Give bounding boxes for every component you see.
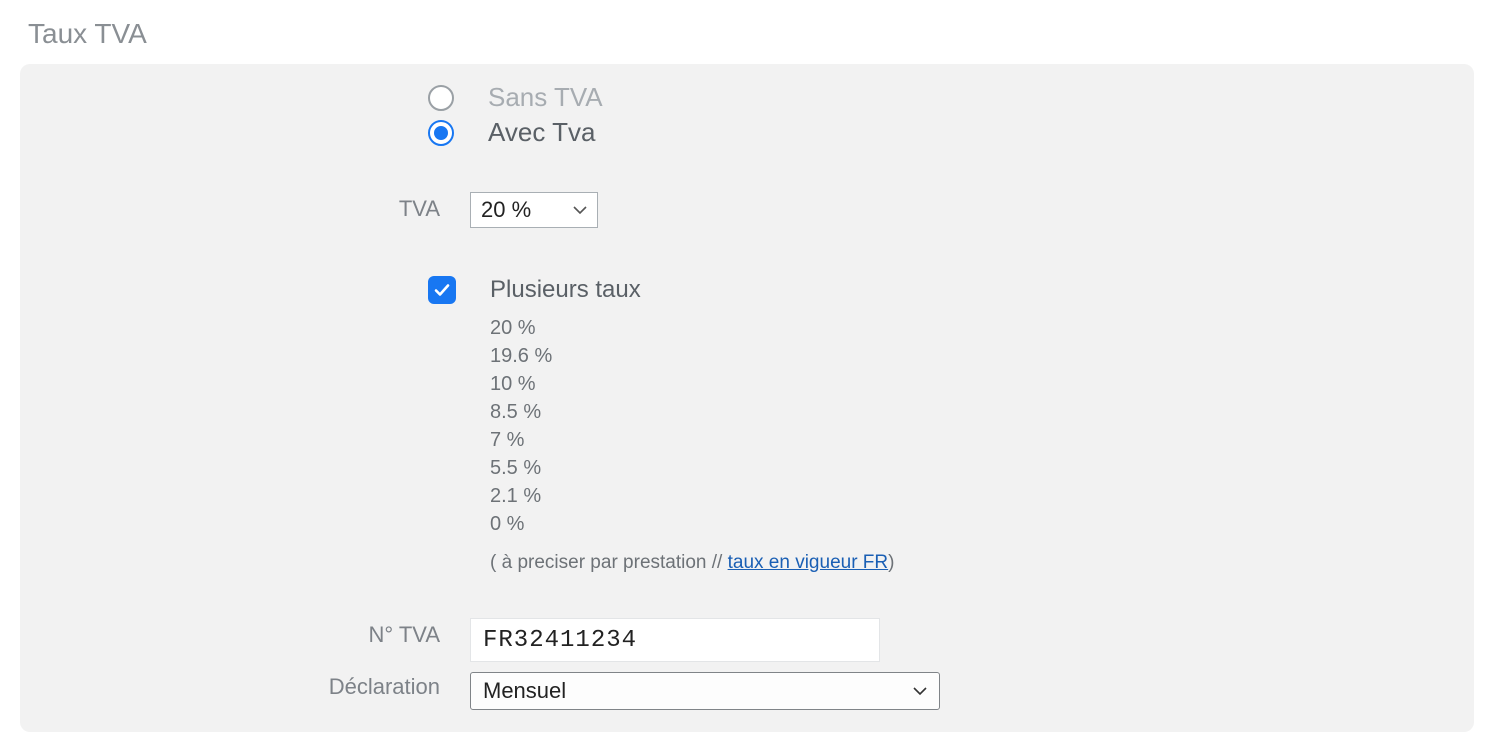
radio-sans-tva-label: Sans TVA [488,82,603,113]
rate-item: 19.6 % [490,342,1444,370]
multi-rate-label: Plusieurs taux [490,276,641,304]
declaration-label: Déclaration [50,670,470,700]
rates-hint-suffix: ) [888,552,894,573]
declaration-select-value: Mensuel [483,678,566,704]
rates-hint-link[interactable]: taux en vigueur FR [728,552,889,573]
tva-settings-panel: Sans TVA Avec Tva TVA 20 % [20,64,1474,732]
rate-item: 10 % [490,370,1444,398]
radio-sans-tva[interactable] [428,85,454,111]
tva-rate-select[interactable]: 20 % [470,192,598,228]
rates-hint: ( à preciser par prestation // taux en v… [490,552,1444,574]
multi-rate-checkbox[interactable] [428,276,456,304]
rates-list: 20 % 19.6 % 10 % 8.5 % 7 % 5.5 % 2.1 % 0… [490,314,1444,538]
tva-rate-select-value: 20 % [481,197,531,223]
declaration-select[interactable]: Mensuel [470,672,940,710]
rate-item: 20 % [490,314,1444,342]
check-icon [433,281,451,299]
rate-item: 0 % [490,510,1444,538]
vat-number-input[interactable] [470,618,880,662]
rate-item: 7 % [490,426,1444,454]
rates-hint-prefix: ( à preciser par prestation // [490,552,728,573]
vat-number-label: N° TVA [50,618,470,648]
page-title: Taux TVA [0,0,1494,64]
radio-avec-tva-label: Avec Tva [488,117,595,148]
rate-item: 8.5 % [490,398,1444,426]
tva-select-label: TVA [50,192,470,222]
rate-item: 2.1 % [490,482,1444,510]
radio-avec-tva[interactable] [428,120,454,146]
chevron-down-icon [913,686,927,696]
chevron-down-icon [573,205,587,215]
rate-item: 5.5 % [490,454,1444,482]
